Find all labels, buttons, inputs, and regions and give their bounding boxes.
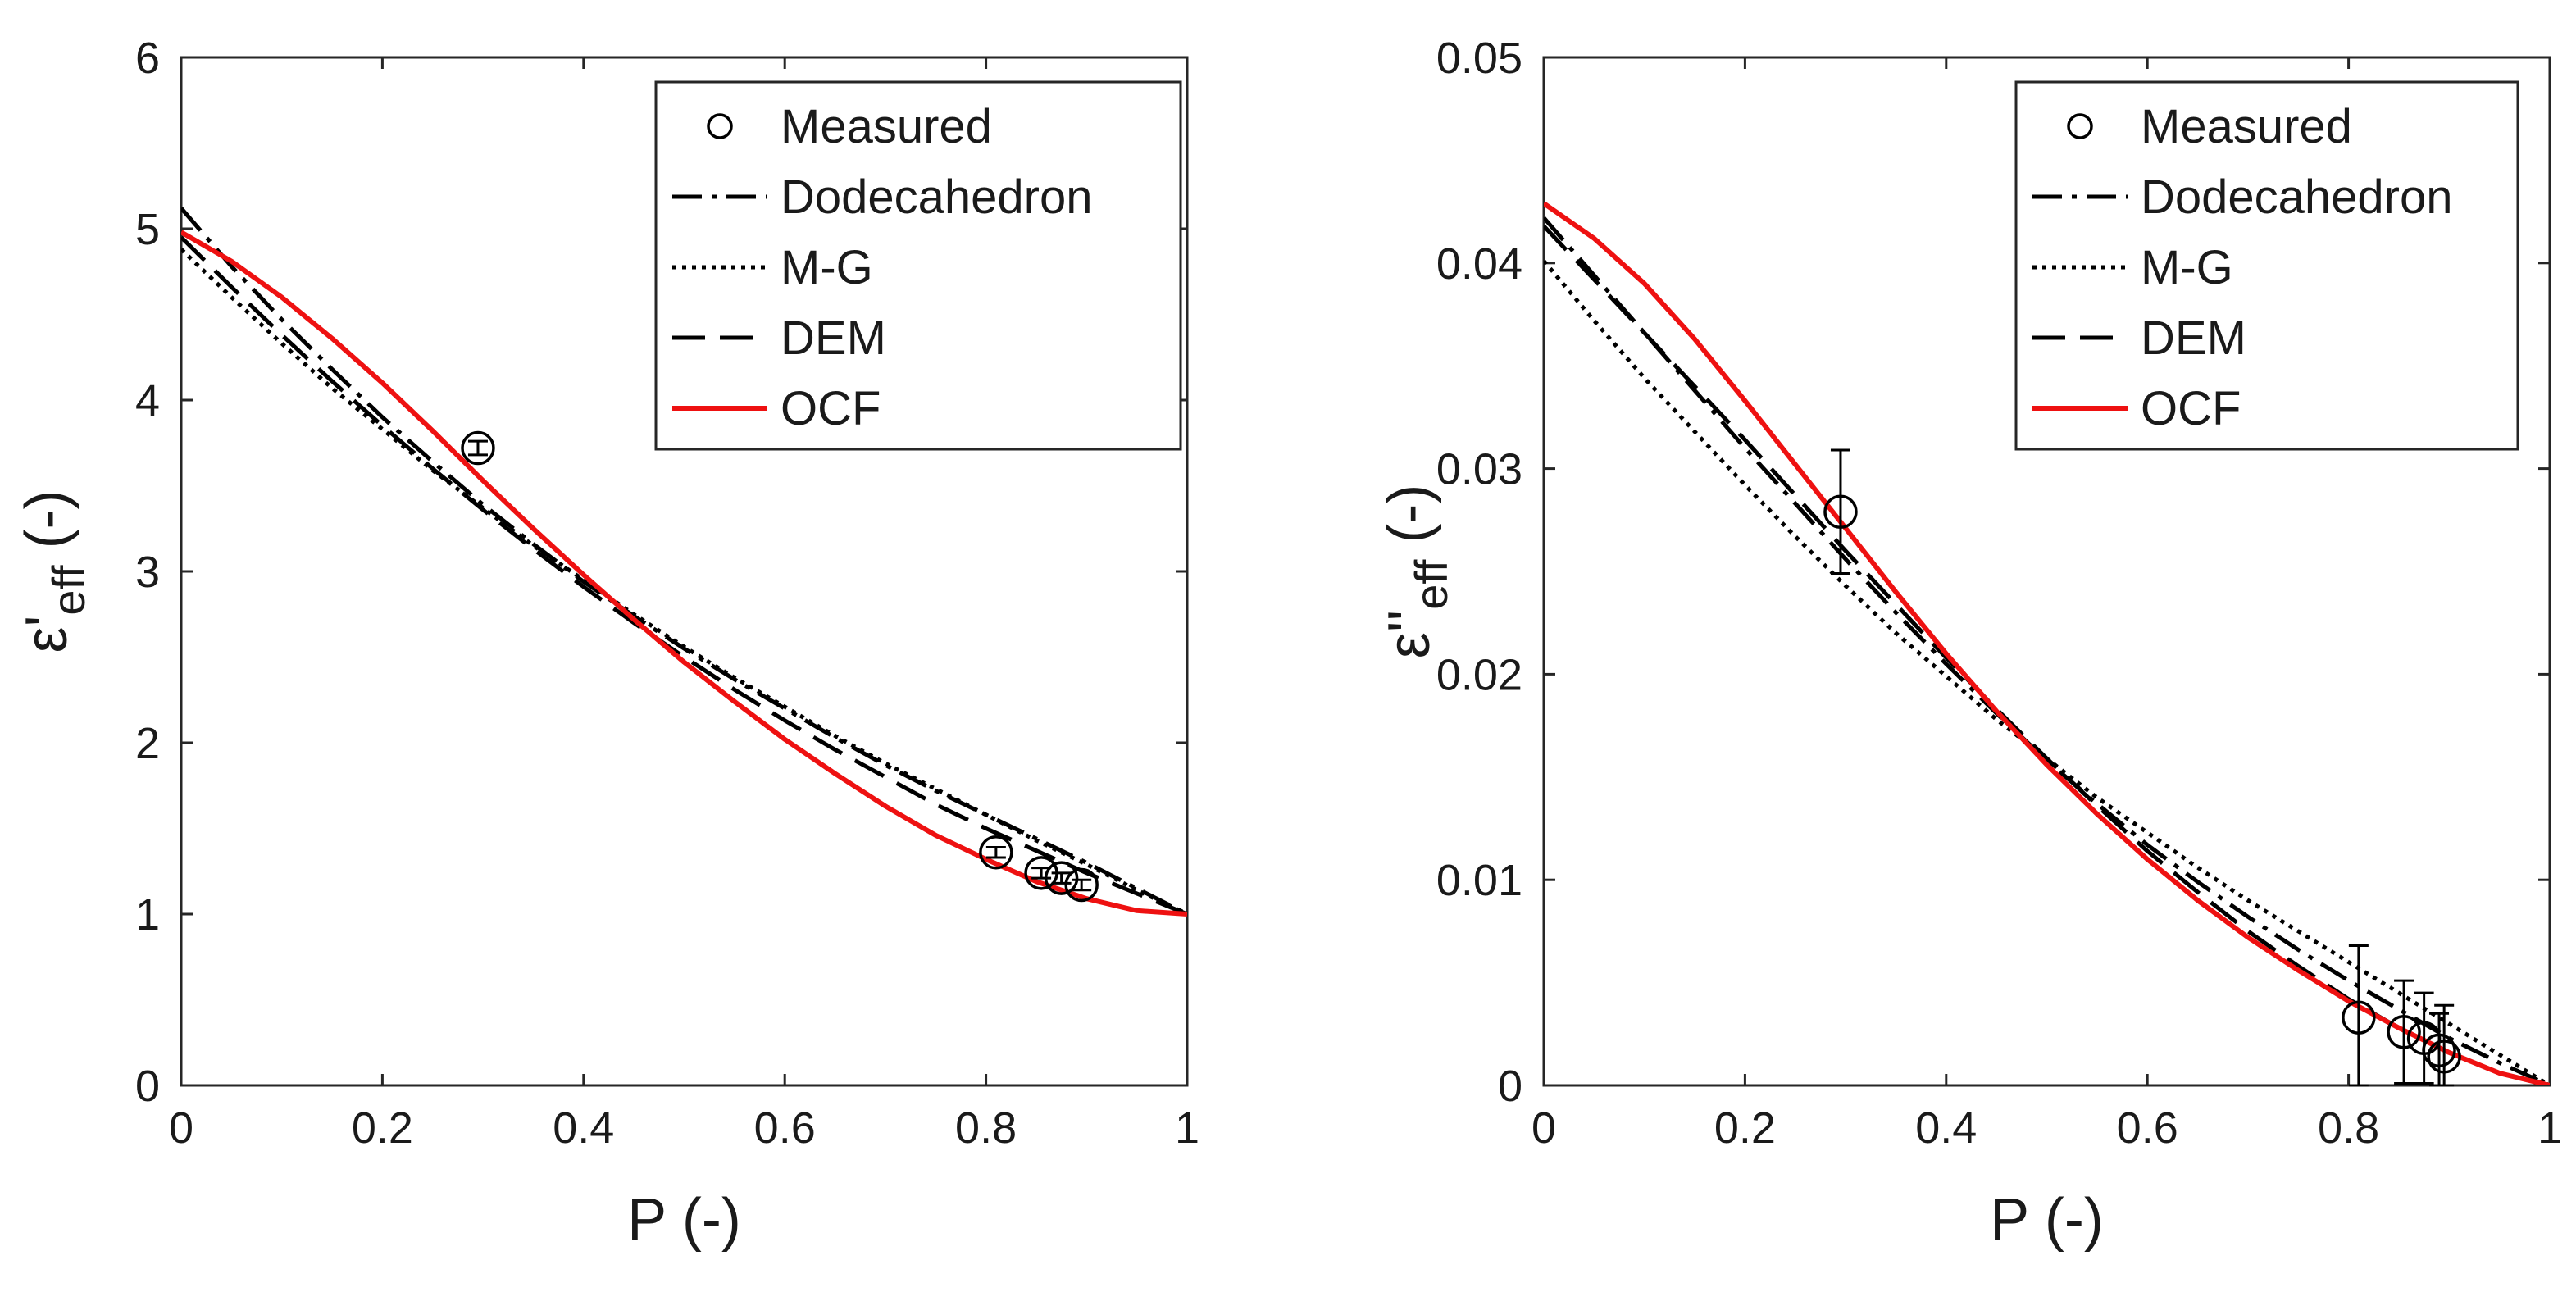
y-tick-label: 4 [135,376,160,425]
x-tick-label: 0.8 [955,1103,1017,1153]
y-axis-label: ε'eff (-) [14,489,94,653]
y-axis-label-subscript: eff [1405,559,1457,610]
y-axis-label-symbol: ε' [14,616,80,653]
y-tick-label: 0.01 [1436,856,1522,905]
measured-point [979,835,1013,870]
x-tick-label: 0.2 [1714,1103,1776,1153]
y-tick-label: 0 [135,1062,160,1111]
y-axis-label-unit: (-) [14,489,80,565]
measured-point [2422,1033,2456,1068]
chart-left-real-permittivity: 0 0.2 0.4 0.6 0.8 1 0 1 2 3 4 5 6 P (-) ε'eff (-) Measu… [14,34,1199,1253]
legend-box [2014,80,2519,451]
y-tick-label: 6 [135,34,160,83]
legend-label: Dodecahedron [2141,171,2453,224]
legend-label: Dodecahedron [781,171,1093,224]
axes-box [1542,56,2551,1087]
x-tick-label: 0.8 [2318,1103,2379,1153]
measured-point [461,430,495,466]
y-tick-label: 0.04 [1436,239,1522,289]
series-line-ocf [181,230,1187,917]
x-tick-label: 0 [169,1103,193,1153]
measured-point [1064,867,1099,903]
series-line-ocf [1544,201,2550,1085]
measured-point [2427,1040,2461,1074]
measured-point [2342,1000,2376,1035]
legend-marker-measured [2067,113,2093,139]
legend-label: M-G [2141,241,2233,294]
x-tick-label: 0 [1531,1103,1556,1153]
legend: Measured Dodecahedron M-G DEM OCF [654,80,1182,451]
series-line-dodecahedron [1544,216,2550,1085]
y-tick-label: 3 [135,548,160,597]
y-axis-label-symbol: ε'' [1377,610,1442,659]
x-tick-label: 1 [2537,1103,2562,1153]
x-tick-label: 0.4 [1915,1103,1977,1153]
y-axis-label-subscript: eff [43,565,94,616]
measured-point [1044,861,1079,895]
legend-label: OCF [2141,382,2241,435]
x-axis-label: P (-) [1990,1187,2104,1253]
x-tick-label: 1 [1175,1103,1199,1153]
legend: Measured Dodecahedron M-G DEM OCF [2014,80,2519,451]
series-line-m-g [181,248,1187,917]
chart-right-imaginary-permittivity: 0 0.2 0.4 0.6 0.8 1 0 0.01 0.02 0.03 0.04 0.05 P (-)… [1377,34,2562,1253]
y-tick-label: 0.05 [1436,34,1522,83]
y-tick-label: 5 [135,205,160,254]
legend-label: DEM [2141,312,2246,365]
x-tick-label: 0.2 [352,1103,413,1153]
legend-label: DEM [781,312,886,365]
y-axis-label-unit: (-) [1377,484,1442,560]
y-tick-label: 1 [135,890,160,939]
y-axis-label: ε''eff (-) [1377,484,1457,659]
legend-label: OCF [781,382,881,435]
y-tick-label: 2 [135,719,160,768]
x-tick-label: 0.4 [553,1103,614,1153]
legend-label: Measured [2141,100,2352,153]
legend-label: Measured [781,100,992,153]
measured-point [1823,494,1858,530]
legend-label: M-G [781,241,873,294]
measured-point [2387,1015,2421,1049]
x-tick-label: 0.6 [754,1103,816,1153]
y-tick-label: 0.03 [1436,445,1522,494]
x-tick-label: 0.6 [2117,1103,2178,1153]
y-tick-label: 0.02 [1436,650,1522,699]
x-axis-label: P (-) [627,1187,741,1253]
legend-marker-measured [707,113,733,139]
y-tick-label: 0 [1498,1062,1522,1111]
